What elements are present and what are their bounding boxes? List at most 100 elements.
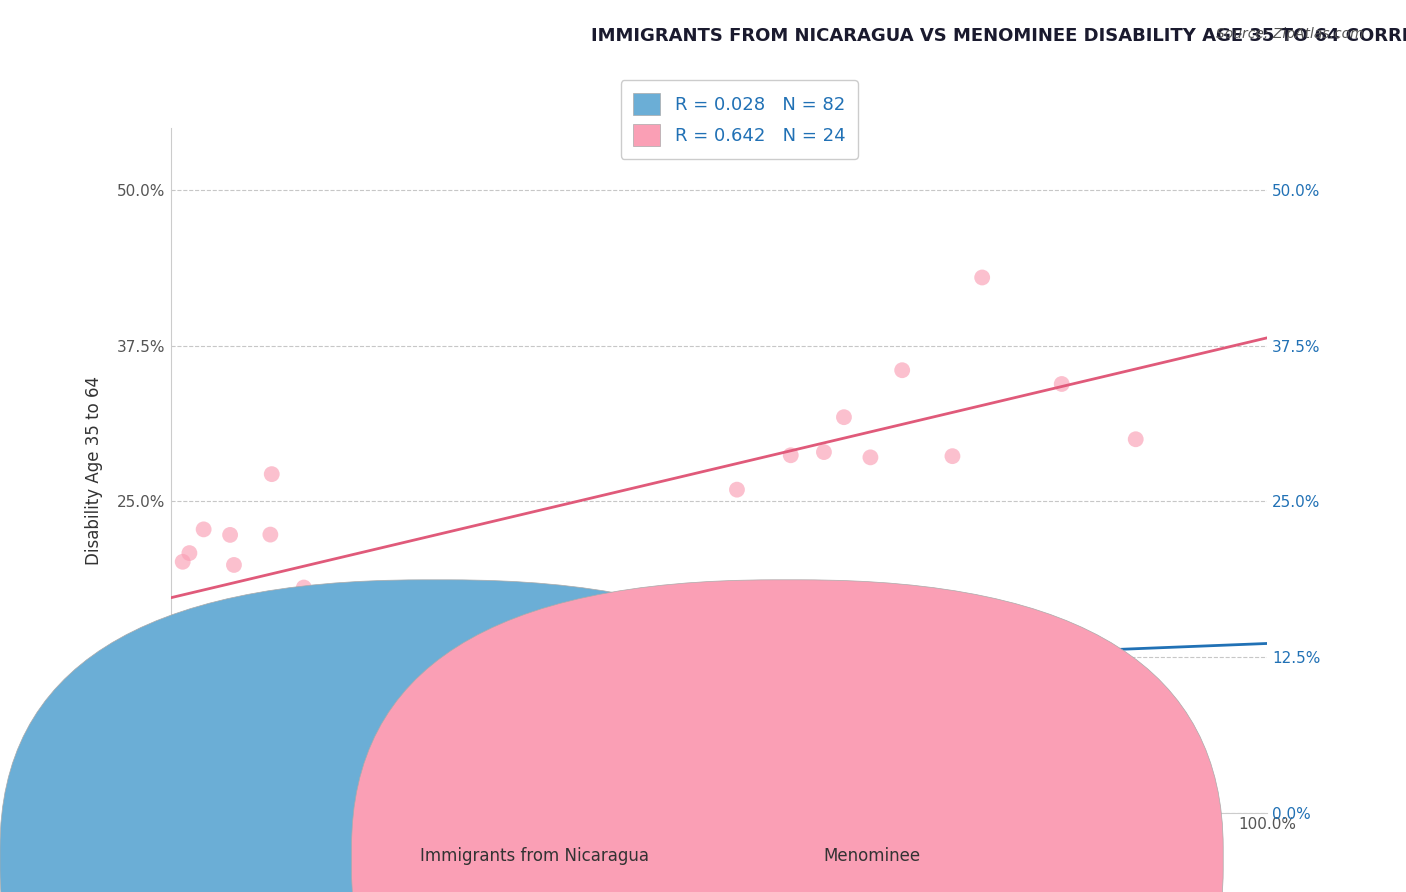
- Immigrants from Nicaragua: [450, 644, 472, 658]
- Immigrants from Nicaragua: [243, 666, 266, 681]
- Legend: R = 0.028   N = 82, R = 0.642   N = 24: R = 0.028 N = 82, R = 0.642 N = 24: [620, 80, 858, 159]
- Immigrants from Nicaragua: [274, 627, 297, 641]
- Menominee: [364, 602, 387, 616]
- Immigrants from Nicaragua: [172, 675, 194, 690]
- Immigrants from Nicaragua: [470, 644, 492, 658]
- Immigrants from Nicaragua: [166, 681, 188, 695]
- Immigrants from Nicaragua: [163, 671, 186, 685]
- Immigrants from Nicaragua: [624, 624, 647, 638]
- Immigrants from Nicaragua: [202, 712, 225, 726]
- Menominee: [779, 448, 801, 462]
- Menominee: [725, 483, 748, 497]
- Immigrants from Nicaragua: [190, 714, 212, 729]
- Text: Menominee: Menominee: [823, 847, 921, 865]
- Immigrants from Nicaragua: [162, 680, 184, 694]
- Immigrants from Nicaragua: [186, 670, 208, 684]
- Immigrants from Nicaragua: [162, 700, 184, 714]
- Immigrants from Nicaragua: [174, 694, 197, 708]
- Immigrants from Nicaragua: [259, 681, 281, 696]
- Immigrants from Nicaragua: [174, 693, 197, 707]
- Menominee: [972, 270, 994, 285]
- Menominee: [859, 450, 882, 465]
- Immigrants from Nicaragua: [214, 723, 236, 737]
- Immigrants from Nicaragua: [392, 699, 415, 714]
- Immigrants from Nicaragua: [172, 669, 194, 683]
- Immigrants from Nicaragua: [165, 636, 187, 650]
- Immigrants from Nicaragua: [190, 684, 212, 698]
- Immigrants from Nicaragua: [183, 668, 205, 682]
- Menominee: [177, 645, 200, 659]
- Immigrants from Nicaragua: [160, 643, 183, 657]
- Menominee: [309, 606, 332, 620]
- Immigrants from Nicaragua: [571, 598, 593, 612]
- Text: Immigrants from Nicaragua: Immigrants from Nicaragua: [420, 847, 648, 865]
- Immigrants from Nicaragua: [721, 685, 744, 699]
- Immigrants from Nicaragua: [344, 671, 367, 685]
- Immigrants from Nicaragua: [291, 713, 314, 727]
- Menominee: [179, 546, 201, 560]
- Immigrants from Nicaragua: [197, 677, 219, 691]
- Text: Source: ZipAtlas.com: Source: ZipAtlas.com: [1216, 27, 1364, 41]
- Immigrants from Nicaragua: [167, 630, 190, 644]
- Immigrants from Nicaragua: [165, 653, 187, 667]
- Immigrants from Nicaragua: [759, 616, 782, 631]
- Immigrants from Nicaragua: [252, 673, 274, 688]
- Text: IMMIGRANTS FROM NICARAGUA VS MENOMINEE DISABILITY AGE 35 TO 64 CORRELATION CHART: IMMIGRANTS FROM NICARAGUA VS MENOMINEE D…: [591, 27, 1406, 45]
- Menominee: [193, 522, 215, 536]
- Y-axis label: Disability Age 35 to 64: Disability Age 35 to 64: [86, 376, 103, 565]
- Immigrants from Nicaragua: [169, 683, 191, 698]
- Immigrants from Nicaragua: [723, 709, 745, 723]
- Immigrants from Nicaragua: [166, 648, 188, 663]
- Immigrants from Nicaragua: [263, 673, 285, 687]
- Menominee: [1125, 432, 1147, 446]
- Immigrants from Nicaragua: [183, 673, 205, 687]
- Immigrants from Nicaragua: [165, 667, 187, 681]
- Menominee: [891, 363, 914, 377]
- Immigrants from Nicaragua: [307, 705, 329, 719]
- Menominee: [813, 445, 835, 459]
- Immigrants from Nicaragua: [233, 599, 256, 614]
- Immigrants from Nicaragua: [208, 678, 231, 692]
- Immigrants from Nicaragua: [166, 653, 188, 667]
- Immigrants from Nicaragua: [160, 663, 183, 677]
- Immigrants from Nicaragua: [218, 710, 240, 724]
- Immigrants from Nicaragua: [170, 632, 193, 647]
- Immigrants from Nicaragua: [742, 678, 765, 692]
- Immigrants from Nicaragua: [695, 614, 717, 628]
- Immigrants from Nicaragua: [180, 703, 202, 717]
- Immigrants from Nicaragua: [190, 666, 212, 681]
- Immigrants from Nicaragua: [195, 665, 218, 679]
- Immigrants from Nicaragua: [166, 760, 188, 774]
- Immigrants from Nicaragua: [751, 645, 773, 659]
- Immigrants from Nicaragua: [209, 693, 232, 707]
- Menominee: [260, 467, 283, 482]
- Immigrants from Nicaragua: [863, 672, 886, 686]
- Menominee: [941, 449, 963, 463]
- Immigrants from Nicaragua: [399, 653, 422, 667]
- Immigrants from Nicaragua: [162, 681, 184, 695]
- Immigrants from Nicaragua: [179, 675, 201, 690]
- Immigrants from Nicaragua: [160, 690, 183, 704]
- Immigrants from Nicaragua: [274, 735, 297, 749]
- Immigrants from Nicaragua: [190, 683, 212, 698]
- Immigrants from Nicaragua: [173, 655, 195, 669]
- Immigrants from Nicaragua: [679, 690, 702, 705]
- Immigrants from Nicaragua: [170, 740, 193, 755]
- Immigrants from Nicaragua: [167, 650, 190, 665]
- Immigrants from Nicaragua: [188, 694, 211, 708]
- Immigrants from Nicaragua: [181, 691, 204, 706]
- Menominee: [204, 631, 226, 645]
- Immigrants from Nicaragua: [449, 713, 471, 727]
- Immigrants from Nicaragua: [166, 714, 188, 729]
- Immigrants from Nicaragua: [200, 698, 222, 712]
- Immigrants from Nicaragua: [270, 688, 292, 702]
- Immigrants from Nicaragua: [163, 723, 186, 737]
- Immigrants from Nicaragua: [172, 620, 194, 634]
- Immigrants from Nicaragua: [225, 645, 247, 659]
- Menominee: [163, 660, 186, 674]
- Menominee: [172, 555, 194, 569]
- Immigrants from Nicaragua: [184, 687, 207, 701]
- Immigrants from Nicaragua: [257, 686, 280, 700]
- Menominee: [222, 558, 245, 572]
- Immigrants from Nicaragua: [238, 701, 260, 715]
